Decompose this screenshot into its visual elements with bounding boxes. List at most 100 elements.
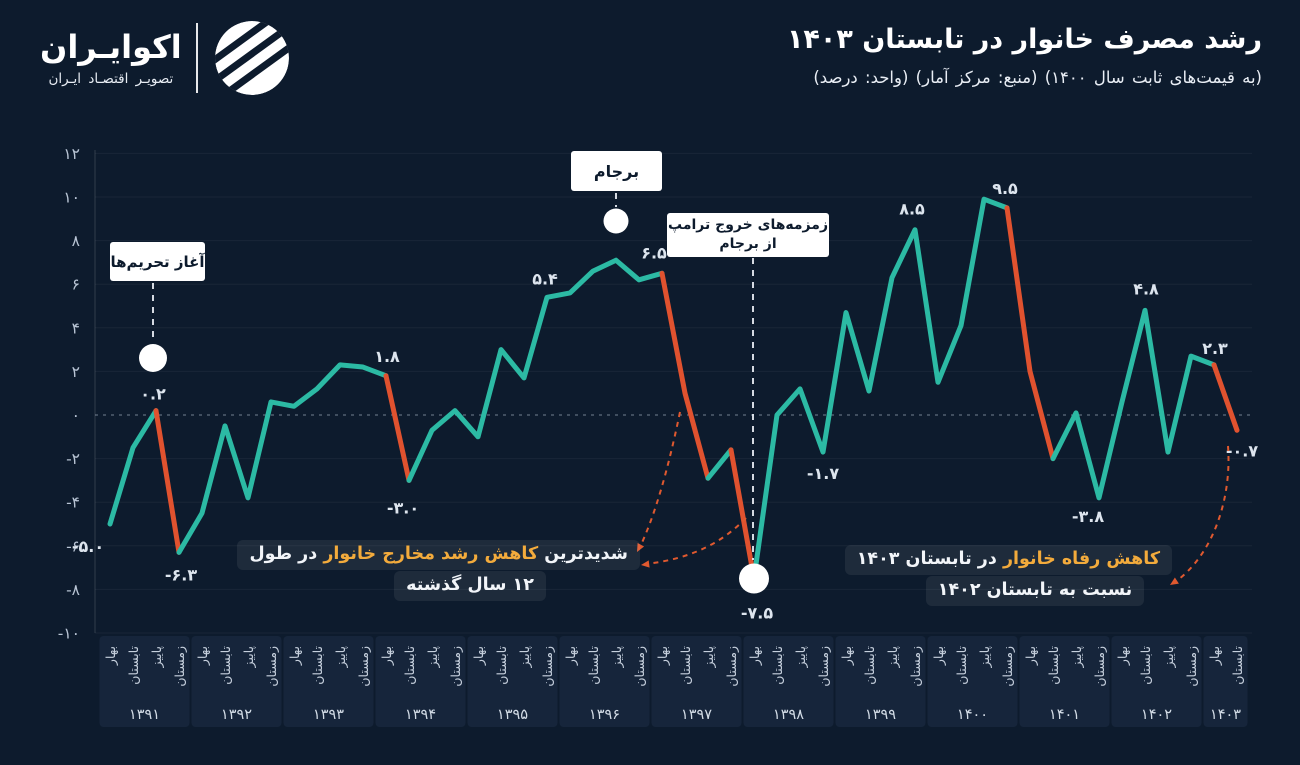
season-label: زمستان [816,646,832,687]
guide-arrow [645,517,747,565]
y-tick-label: ‎-۶ [66,537,80,555]
data-label: ‎۶.۵ [641,243,667,262]
series-line-segment [176,362,389,555]
season-label: پاییز [241,645,257,668]
year-label: ۱۴۰۲ [1141,707,1172,723]
sanctions-callout-label: آغاز تحریم‌ها [110,252,205,271]
y-tick-label: ‎-۲ [66,450,80,468]
season-label: زمستان [1092,646,1108,687]
welfare-drop-note: کاهش رفاه خانوار در تابستان ۱۴۰۳ نسبت به… [844,545,1172,607]
welfare-drop-post: در تابستان ۱۴۰۳ [856,549,1003,569]
data-label: ‎۹.۵ [992,179,1018,198]
y-tick-label: ‎۲ [72,363,80,381]
season-label: بهار [655,646,671,666]
trump-exit-line2: از برجام [719,236,777,252]
ecoiran-logo-icon [214,21,289,95]
season-label: بهار [1207,646,1223,666]
arrowhead [1170,577,1179,585]
data-label: ‎-۷.۵ [741,604,773,623]
year-label: ۱۳۹۸ [773,707,804,723]
year-box [283,636,374,727]
season-label: تابستان [310,645,325,684]
season-label: زمستان [448,646,464,687]
brand-separator [195,23,198,93]
season-label: زمستان [1184,646,1200,687]
series-line-segment [406,257,665,483]
spending-drop-post: در طول [249,544,324,564]
spending-drop-line2: ۱۲ سال گذشته [394,571,546,601]
season-label: تابستان [218,645,233,684]
title-block: رشد مصرف خانوار در تابستان ۱۴۰۳ (به قیمت… [787,22,1262,87]
year-label: ۱۳۹۶ [589,707,620,723]
y-tick-label: ‎۱۰ [63,189,80,207]
season-label: بهار [379,646,395,666]
season-label: پاییز [425,645,441,668]
season-label: پاییز [977,645,993,668]
year-label: ۱۳۹۷ [681,707,712,723]
welfare-drop-highlight: کاهش رفاه خانوار [1002,549,1160,569]
year-box [99,636,190,727]
season-label: زمستان [908,646,924,687]
year-box [927,636,1018,727]
page-title: رشد مصرف خانوار در تابستان ۱۴۰۳ [786,24,1262,55]
year-box [559,636,650,727]
data-label: ‎-۱.۷ [807,464,839,483]
sanctions-callout: آغاز تحریم‌ها [110,242,205,281]
y-tick-label: ‎-۱۰ [58,625,80,643]
season-label: تابستان [402,645,417,684]
season-label: بهار [287,646,303,666]
year-label: ۱۳۹۳ [313,707,344,723]
season-label: بهار [103,646,119,666]
data-label: ‎۲.۳ [1202,339,1228,358]
y-tick-label: ‎۸ [72,232,80,250]
year-box [375,636,466,727]
brand-tagline: تصویـر اقتصـاد ایـران [48,71,174,87]
y-tick-label: ‎۱۲ [63,145,80,163]
series-drop-segment [728,447,757,581]
y-tick-label: ‎۴ [72,319,80,337]
jcpoa-marker-dot [603,208,629,234]
data-label: ‎۸.۵ [899,200,925,219]
data-label: ‎۴.۸ [1133,279,1159,298]
spending-drop-highlight: کاهش رشد مخارج خانوار [323,544,539,564]
series-line-segment [705,447,734,481]
season-label: پاییز [793,645,809,668]
series-drop-segment [659,270,711,481]
brand-name: اکوایـران [40,28,182,66]
season-label: زمستان [172,646,188,687]
welfare-drop-line2: نسبت به تابستان ۱۴۰۲ [925,576,1145,606]
season-label: بهار [931,646,947,666]
year-label: ۱۴۰۳ [1210,707,1241,723]
season-label: زمستان [540,646,556,687]
season-label: زمستان [724,646,740,687]
season-label: تابستان [586,645,601,684]
year-label: ۱۳۹۱ [129,707,160,723]
season-label: پاییز [149,645,165,668]
year-box [835,636,926,727]
series-line-segment [1050,307,1217,501]
season-label: پاییز [701,645,717,668]
season-label: تابستان [770,645,785,684]
data-label: ‎-۳.۸ [1072,507,1104,526]
season-label: بهار [471,646,487,666]
season-label: پاییز [517,645,533,668]
guide-arrow [1174,445,1230,583]
series-drop-segment [153,408,182,555]
year-box [651,636,742,727]
spending-drop-pre: شدیدترین [538,544,628,564]
season-label: پاییز [1161,645,1177,668]
season-label: پاییز [609,645,625,668]
arrowhead [641,560,650,568]
season-label: پاییز [885,645,901,668]
season-label: تابستان [1230,645,1245,684]
data-label: ‎-۵.۰ [72,537,104,556]
season-label: تابستان [1138,645,1153,684]
series-line-segment [107,408,159,527]
year-label: ۱۳۹۴ [405,707,436,723]
season-label: زمستان [356,646,372,687]
year-box [1019,636,1110,727]
season-label: تابستان [954,645,969,684]
y-tick-label: ‎۰ [72,407,80,425]
low-point-marker-dot [739,563,769,594]
spending-drop-note: شدیدترین کاهش رشد مخارج خانوار در طول ۱۲… [237,540,640,602]
